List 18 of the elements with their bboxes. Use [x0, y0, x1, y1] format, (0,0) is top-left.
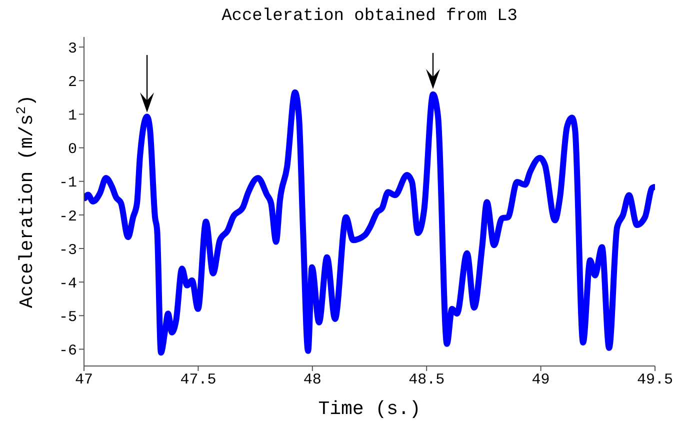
y-tick-label: 1	[68, 108, 77, 125]
y-tick-label: 3	[68, 40, 77, 58]
x-tick-label: 47	[74, 372, 94, 389]
chart-title: Acceleration obtained from L3	[222, 7, 518, 26]
y-tick-label: -2	[58, 208, 77, 226]
x-tick-label: 48.5	[408, 372, 445, 389]
y-tick-label: -1	[58, 174, 77, 192]
x-tick-label: 47.5	[180, 372, 216, 389]
x-axis-title: Time (s.)	[318, 398, 421, 420]
y-tick-label: -4	[58, 275, 77, 292]
y-tick-label: 2	[68, 74, 77, 91]
x-tick-label: 49	[532, 372, 550, 389]
y-tick-label: -6	[58, 342, 77, 360]
y-tick-label: -3	[58, 242, 77, 259]
y-tick-label: -5	[58, 308, 77, 326]
y-tick-label: 0	[68, 141, 77, 158]
x-tick-label: 49.5	[636, 372, 674, 389]
x-tick-label: 48	[303, 372, 322, 389]
